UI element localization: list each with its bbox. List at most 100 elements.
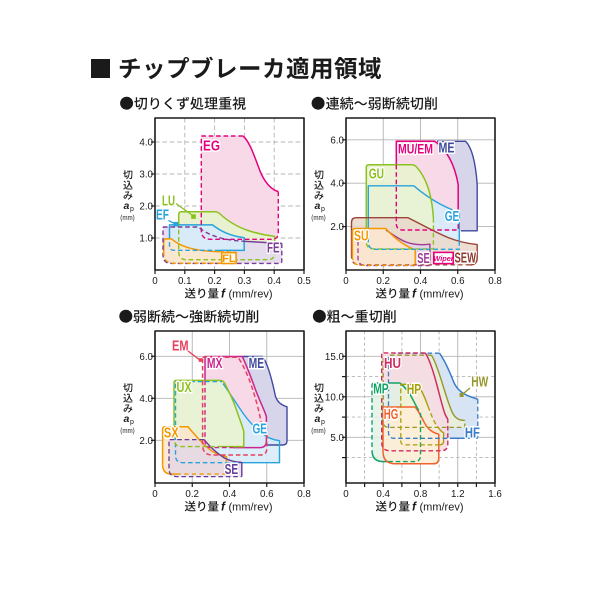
svg-text:MU/EM: MU/EM xyxy=(398,141,433,156)
svg-text:EF: EF xyxy=(156,207,169,223)
svg-text:a: a xyxy=(124,413,130,425)
svg-text:HF: HF xyxy=(465,425,480,441)
svg-text:(mm): (mm) xyxy=(311,426,326,435)
svg-text:(mm): (mm) xyxy=(311,213,326,222)
svg-text:HG: HG xyxy=(384,407,399,423)
svg-text:0.2: 0.2 xyxy=(208,276,222,287)
svg-text:HW: HW xyxy=(471,375,488,391)
svg-text:0.1: 0.1 xyxy=(178,276,192,287)
svg-text:10.0: 10.0 xyxy=(325,392,345,403)
svg-text:SU: SU xyxy=(354,229,369,245)
svg-text:GU: GU xyxy=(369,167,384,183)
svg-text:4.0: 4.0 xyxy=(139,394,153,405)
svg-text:0.4: 0.4 xyxy=(223,489,237,500)
svg-text:0: 0 xyxy=(152,489,158,500)
svg-text:MU/EM: MU/EM xyxy=(398,141,433,156)
svg-text:MX: MX xyxy=(207,356,223,372)
svg-text:p: p xyxy=(130,419,134,426)
svg-text:p: p xyxy=(321,206,325,213)
svg-text:1.2: 1.2 xyxy=(451,489,465,500)
svg-text:SX: SX xyxy=(164,426,179,442)
svg-text:0: 0 xyxy=(343,276,349,287)
svg-text:5.0: 5.0 xyxy=(330,433,344,444)
svg-text:2.0: 2.0 xyxy=(139,436,153,447)
svg-text:MX: MX xyxy=(207,356,223,372)
svg-text:ME: ME xyxy=(249,356,265,372)
svg-text:a: a xyxy=(315,200,321,212)
svg-text:ME: ME xyxy=(439,141,455,157)
svg-text:Wiper: Wiper xyxy=(433,254,454,263)
svg-text:15.0: 15.0 xyxy=(325,352,345,363)
svg-text:HF: HF xyxy=(465,425,480,441)
svg-text:GE: GE xyxy=(253,422,268,438)
svg-text:a: a xyxy=(124,200,130,212)
svg-text:EM: EM xyxy=(172,338,189,354)
svg-text:HU: HU xyxy=(384,356,401,372)
svg-text:(mm): (mm) xyxy=(120,426,135,435)
svg-text:SE: SE xyxy=(417,251,430,267)
svg-text:f: f xyxy=(412,500,417,514)
svg-text:HG: HG xyxy=(384,407,399,423)
svg-text:4.0: 4.0 xyxy=(139,138,153,149)
svg-text:FE: FE xyxy=(267,241,280,257)
svg-text:f: f xyxy=(221,500,226,514)
svg-text:0.6: 0.6 xyxy=(451,276,465,287)
svg-text:1.0: 1.0 xyxy=(139,234,153,245)
svg-text:UX: UX xyxy=(177,380,192,396)
svg-text:ME: ME xyxy=(249,356,265,372)
svg-text:SEW: SEW xyxy=(455,251,477,267)
svg-text:GU: GU xyxy=(369,167,384,183)
svg-text:3.0: 3.0 xyxy=(139,170,153,181)
svg-text:2.0: 2.0 xyxy=(330,222,344,233)
svg-text:0.3: 0.3 xyxy=(238,276,252,287)
svg-text:(mm): (mm) xyxy=(120,213,135,222)
svg-text:0.8: 0.8 xyxy=(414,489,428,500)
svg-text:6.0: 6.0 xyxy=(139,352,153,363)
svg-text:0.2: 0.2 xyxy=(185,489,199,500)
svg-text:EF: EF xyxy=(156,207,169,223)
svg-text:0.4: 0.4 xyxy=(414,276,428,287)
svg-text:GE: GE xyxy=(445,209,460,225)
svg-text:SX: SX xyxy=(164,426,179,442)
svg-text:p: p xyxy=(321,419,325,426)
svg-text:(mm/rev): (mm/rev) xyxy=(420,289,464,301)
svg-text:LU: LU xyxy=(162,193,175,209)
svg-text:SE: SE xyxy=(225,462,239,478)
svg-text:(mm/rev): (mm/rev) xyxy=(229,289,273,301)
svg-text:HP: HP xyxy=(407,382,422,398)
svg-text:0.6: 0.6 xyxy=(260,489,274,500)
svg-text:ME: ME xyxy=(439,141,455,157)
svg-text:0: 0 xyxy=(152,276,158,287)
svg-text:HU: HU xyxy=(384,356,401,372)
svg-text:EG: EG xyxy=(203,139,220,155)
svg-text:FL: FL xyxy=(222,253,236,265)
svg-text:f: f xyxy=(221,287,226,301)
svg-text:1.6: 1.6 xyxy=(488,489,502,500)
svg-text:6.0: 6.0 xyxy=(330,135,344,146)
svg-text:SE: SE xyxy=(417,251,430,267)
svg-text:SE: SE xyxy=(225,462,239,478)
svg-text:4.0: 4.0 xyxy=(330,179,344,190)
svg-text:0: 0 xyxy=(343,489,349,500)
svg-text:SU: SU xyxy=(354,229,369,245)
svg-text:0.4: 0.4 xyxy=(267,276,281,287)
svg-text:(mm/rev): (mm/rev) xyxy=(420,502,464,514)
svg-text:0.5: 0.5 xyxy=(297,276,311,287)
svg-text:a: a xyxy=(315,413,321,425)
svg-text:GE: GE xyxy=(253,422,268,438)
svg-text:HP: HP xyxy=(407,382,422,398)
svg-text:EG: EG xyxy=(203,139,220,155)
svg-text:MP: MP xyxy=(373,382,389,398)
svg-text:FE: FE xyxy=(267,241,280,257)
svg-text:0.8: 0.8 xyxy=(297,489,311,500)
svg-text:0.4: 0.4 xyxy=(376,489,390,500)
svg-text:HW: HW xyxy=(471,375,488,391)
svg-text:f: f xyxy=(412,287,417,301)
svg-text:p: p xyxy=(130,206,134,213)
svg-text:0.2: 0.2 xyxy=(376,276,390,287)
svg-text:SEW: SEW xyxy=(455,251,477,267)
svg-text:UX: UX xyxy=(177,380,192,396)
svg-text:(mm/rev): (mm/rev) xyxy=(229,502,273,514)
svg-text:2.0: 2.0 xyxy=(139,202,153,213)
svg-text:GE: GE xyxy=(445,209,460,225)
